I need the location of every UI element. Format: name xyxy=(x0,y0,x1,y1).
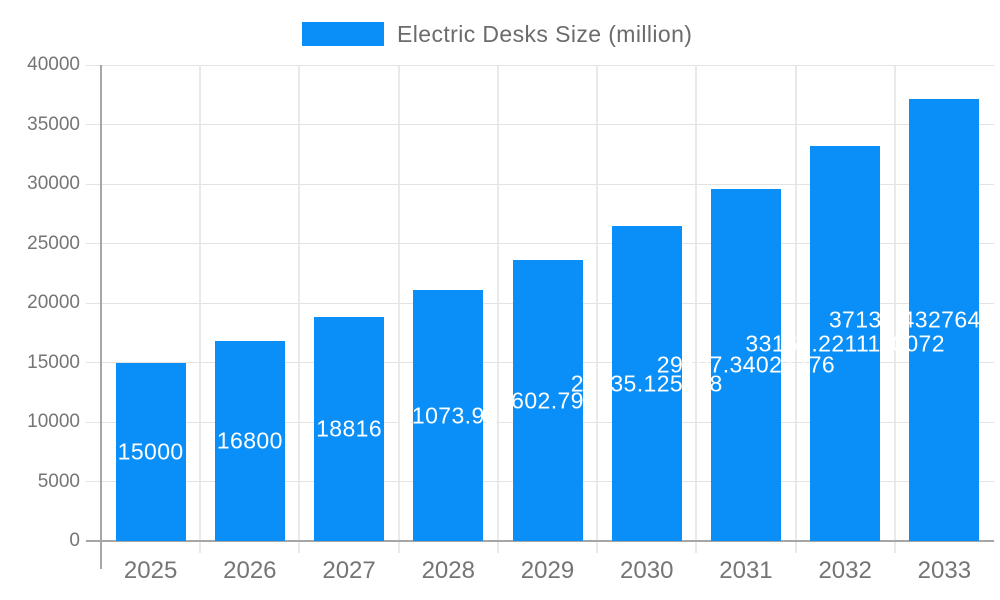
y-axis-line xyxy=(100,65,102,569)
bar-value-label: 21073.92 xyxy=(398,402,498,429)
bar[interactable] xyxy=(413,290,484,541)
legend-swatch-icon xyxy=(302,22,384,46)
x-axis-tick-label: 2032 xyxy=(818,557,872,584)
bar-value-label: 23602.7904 xyxy=(484,387,611,414)
horizontal-gridline xyxy=(86,64,994,66)
y-axis-tick-label: 15000 xyxy=(27,351,80,373)
x-axis-tick-label: 2029 xyxy=(520,557,575,584)
y-axis-tick-label: 40000 xyxy=(27,54,80,75)
y-axis-tick-label: 0 xyxy=(69,530,80,551)
bar[interactable] xyxy=(611,226,682,541)
vertical-gridline xyxy=(397,65,400,553)
bar[interactable] xyxy=(314,317,385,541)
y-axis-tick-label: 25000 xyxy=(27,232,80,254)
x-axis-tick-label: 2030 xyxy=(620,557,674,584)
y-axis-tick-label: 10000 xyxy=(27,411,80,432)
bar[interactable] xyxy=(909,99,980,541)
y-axis-tick-label: 5000 xyxy=(37,470,80,492)
bar-value-label: 37139.432764442144 xyxy=(828,306,1000,333)
x-axis-tick-label: 2028 xyxy=(421,557,475,584)
horizontal-gridline xyxy=(86,243,994,244)
x-axis-tick-label: 2025 xyxy=(123,557,178,584)
horizontal-gridline xyxy=(86,124,994,125)
bar[interactable] xyxy=(115,362,186,541)
bar-value-label: 29607.34027776 xyxy=(656,351,836,378)
y-axis-tick-label: 30000 xyxy=(27,173,80,194)
vertical-gridline xyxy=(496,65,499,553)
x-axis-baseline xyxy=(86,540,994,542)
bar[interactable] xyxy=(710,188,781,541)
bar[interactable] xyxy=(810,146,881,541)
vertical-gridline xyxy=(893,65,896,553)
bar-value-label: 18816 xyxy=(316,415,383,442)
vertical-gridline xyxy=(794,65,797,553)
bar-value-label: 26435.125248 xyxy=(570,370,723,397)
bar-value-label: 33160.2211110072 xyxy=(745,330,945,357)
vertical-gridline xyxy=(596,65,599,553)
bar[interactable] xyxy=(214,341,285,541)
vertical-gridline xyxy=(695,65,698,553)
legend: Electric Desks Size (million) xyxy=(302,22,692,46)
x-axis-tick-label: 2027 xyxy=(322,557,376,584)
vertical-gridline xyxy=(199,65,202,553)
legend-label: Electric Desks Size (million) xyxy=(397,21,693,47)
bar[interactable] xyxy=(512,260,583,541)
y-axis-tick-label: 20000 xyxy=(27,292,80,313)
x-axis-tick-label: 2026 xyxy=(223,557,277,584)
horizontal-gridline xyxy=(86,183,994,185)
bar-value-label: 15000 xyxy=(117,438,184,465)
bar-value-label: 16800 xyxy=(216,427,283,454)
x-axis-tick-label: 2031 xyxy=(719,557,773,584)
x-axis-tick-label: 2033 xyxy=(917,557,972,584)
vertical-gridline xyxy=(298,65,301,553)
y-axis-tick-label: 35000 xyxy=(27,113,80,135)
